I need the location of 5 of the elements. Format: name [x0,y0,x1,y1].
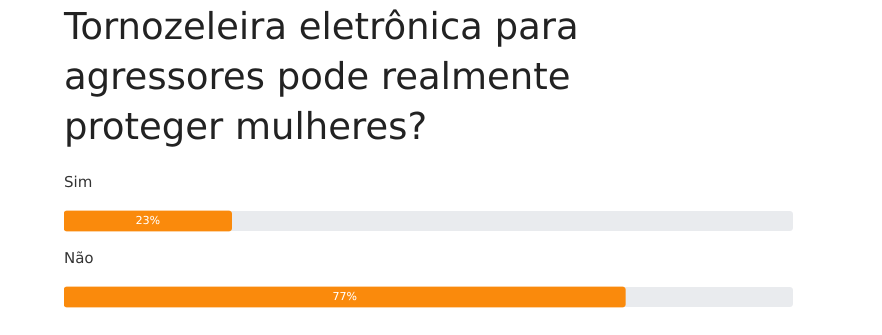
y-tick-label: Sim [64,172,92,191]
data-label: 23% [136,214,160,227]
chart-title: Tornozeleira eletrônica para agressores pode realmente proteger mulheres? [64,4,580,150]
data-label: 77% [332,290,357,303]
y-tick-label: Não [64,248,94,267]
